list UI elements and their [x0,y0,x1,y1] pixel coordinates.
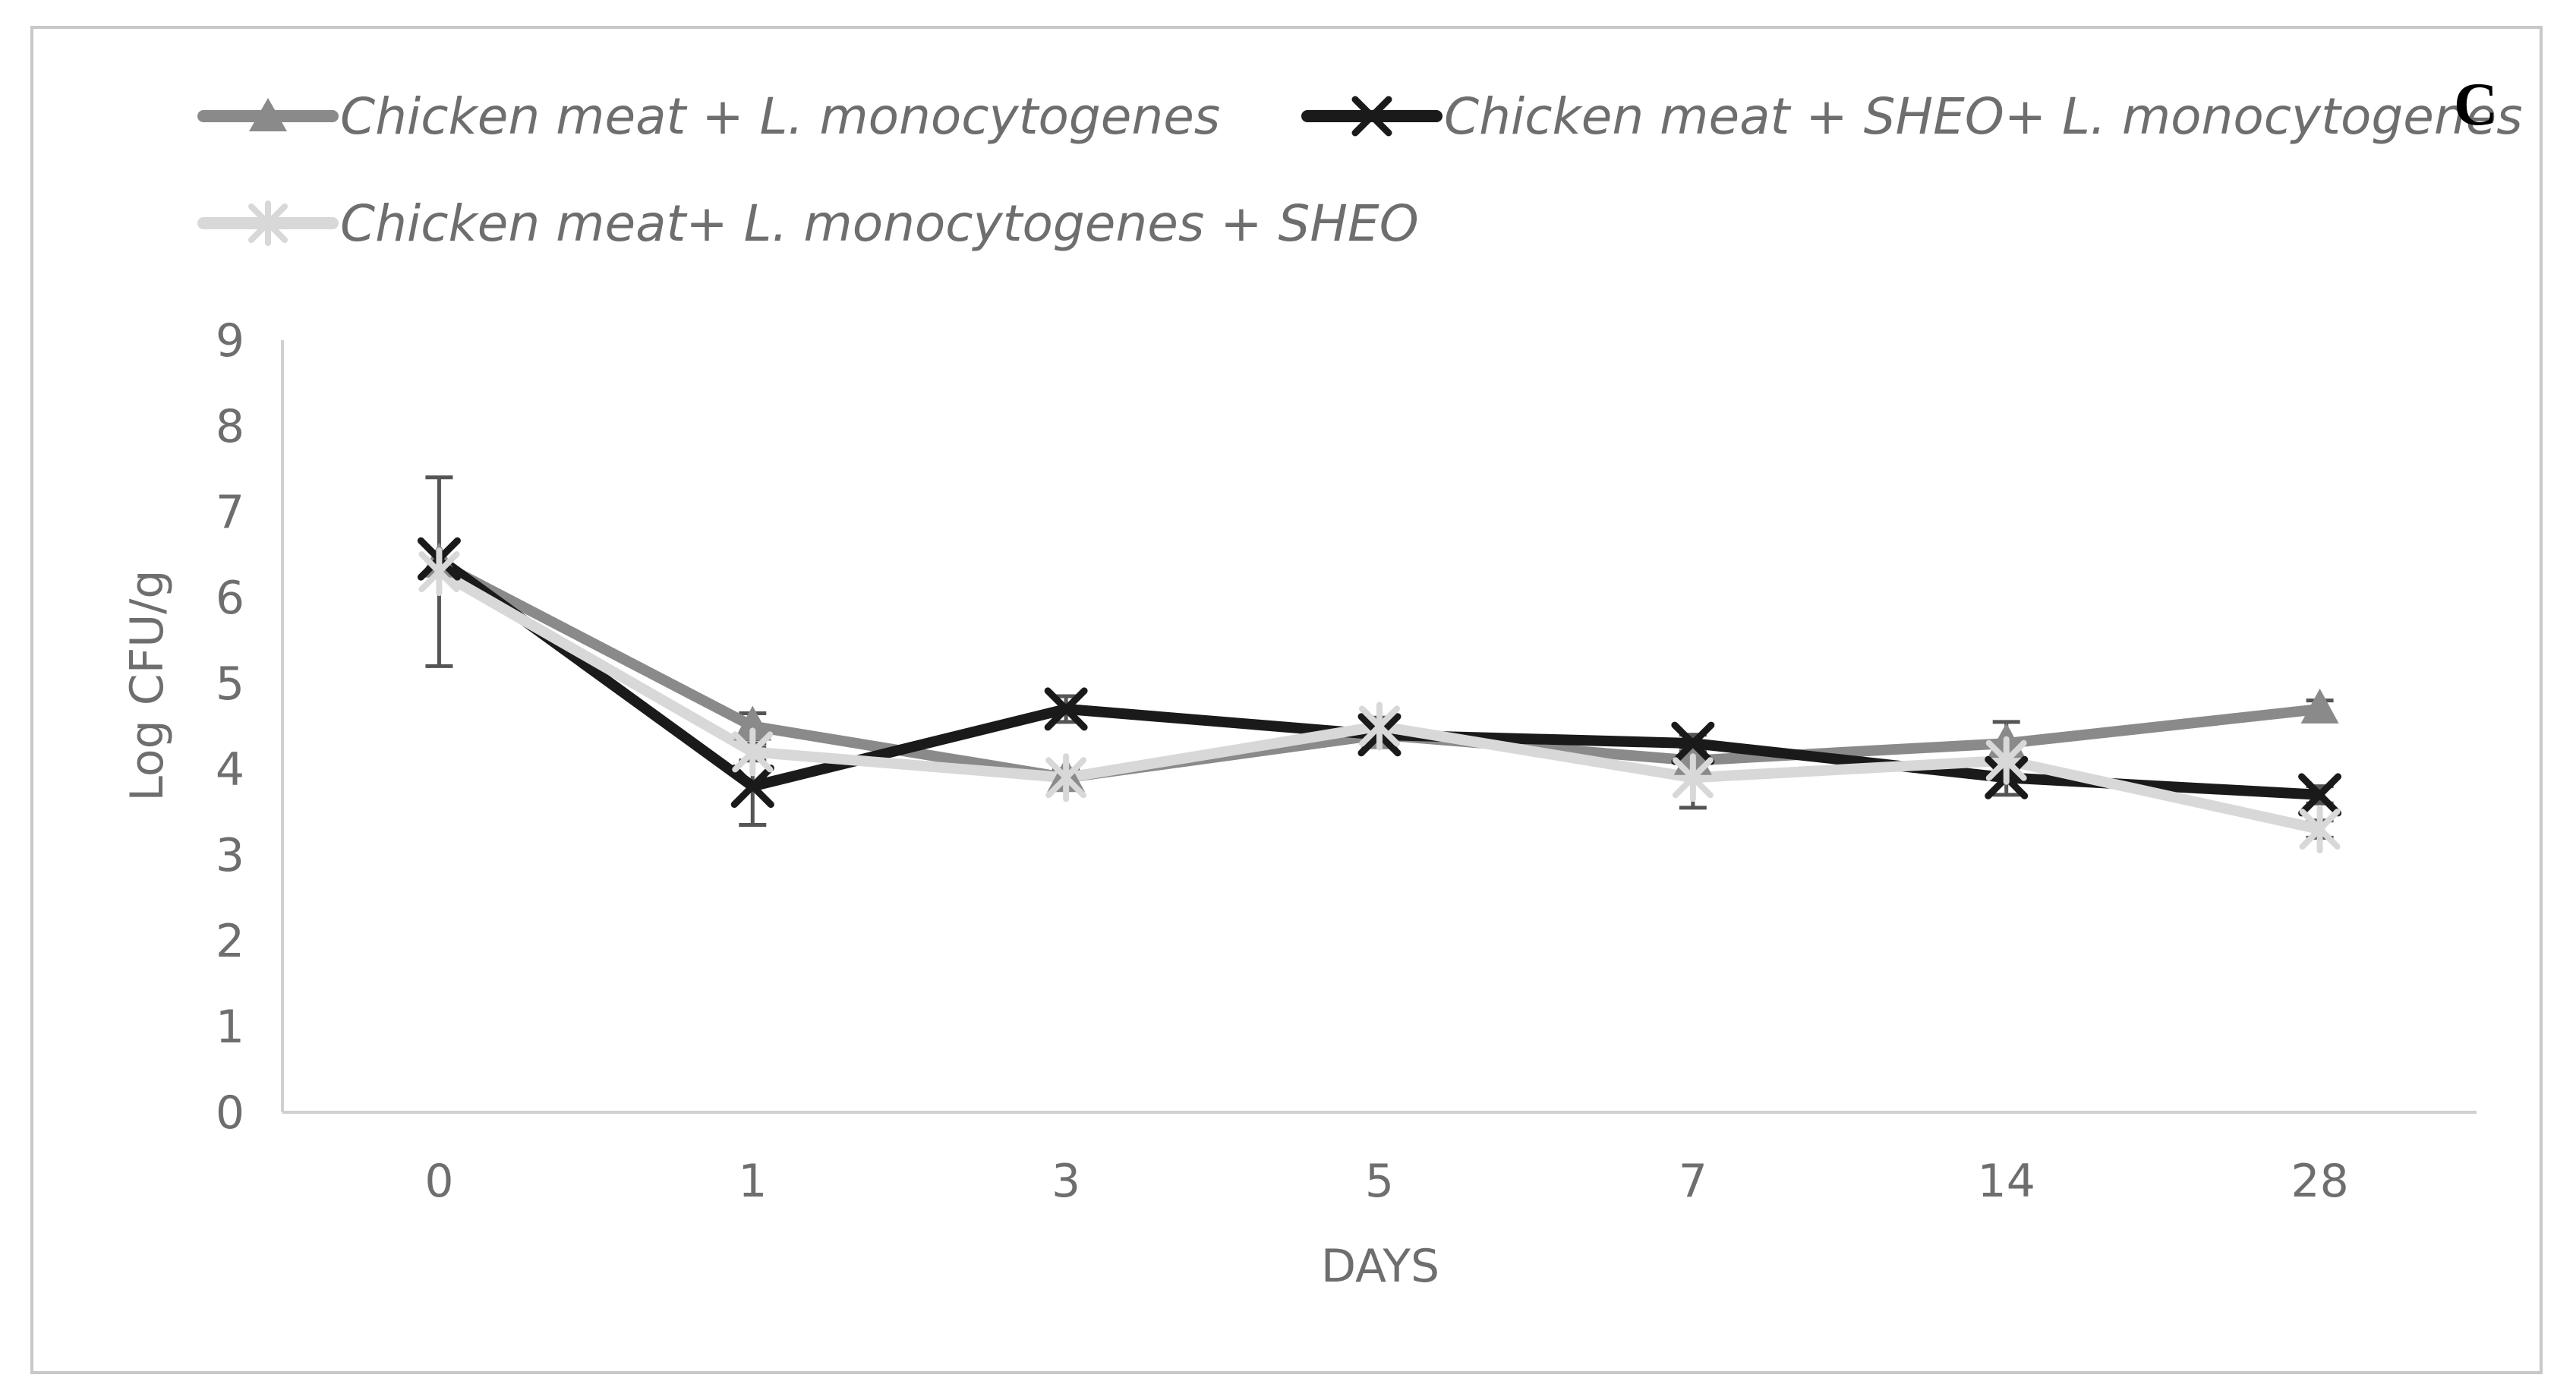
x-tick-label: 7 [1679,1155,1707,1208]
y-tick-label: 0 [216,1086,244,1140]
legend-marker-star [248,200,288,246]
legend-label-series-1: Chicken meat + L. monocytogenes [340,87,1220,146]
x-tick-label: 3 [1052,1155,1080,1208]
x-tick-label: 28 [2291,1155,2348,1208]
legend-label-series-2: Chicken meat + SHEO+ L. monocytogenes [1444,87,2523,146]
x-tick-label: 14 [1978,1155,2035,1208]
y-tick-label: 9 [216,314,244,367]
x-tick-label: 1 [738,1155,767,1208]
data-point-star [418,547,460,597]
legend: Chicken meat + L. monocytogenes Chicken … [197,87,2523,253]
panel-label: C [2454,71,2498,138]
data-point-x [2298,773,2342,817]
legend-item-series-2: Chicken meat + SHEO+ L. monocytogenes [1301,87,2523,146]
series-markers [417,537,2342,854]
x-tick-label: 0 [424,1155,453,1208]
y-tick-label: 4 [216,743,244,796]
y-tick-label: 2 [216,915,244,968]
y-tick-label: 7 [216,486,244,539]
data-point-star [1045,753,1087,802]
data-point-x [1044,687,1088,731]
y-tick-label: 8 [216,400,244,453]
x-axis-title: DAYS [1321,1240,1439,1293]
chart-frame [30,26,2543,1374]
x-tick-label: 5 [1365,1155,1394,1208]
y-axis-title: Log CFU/g [121,570,174,802]
x-tick-labels: 0 1 3 5 7 14 28 [424,1155,2348,1208]
data-point-star [732,727,774,777]
data-point-x [1671,721,1715,765]
y-tick-labels: 0 1 2 3 4 5 6 7 8 9 [216,314,244,1140]
data-point-triangle [733,705,772,741]
data-point-star [1985,736,2027,785]
legend-marker-x [1351,96,1392,137]
y-tick-label: 5 [216,657,244,711]
data-point-star [1672,753,1714,802]
data-point-star [1359,702,1400,751]
data-point-x [730,765,774,809]
data-point-star [2299,805,2341,854]
legend-item-series-3: Chicken meat+ L. monocytogenes + SHEO [197,194,1419,253]
y-tick-label: 6 [216,572,244,625]
data-point-triangle [2300,688,2339,724]
legend-item-series-1: Chicken meat + L. monocytogenes [197,87,1220,146]
y-tick-label: 3 [216,829,244,882]
legend-label-series-3: Chicken meat+ L. monocytogenes + SHEO [340,194,1419,253]
y-tick-label: 1 [216,1001,244,1054]
legend-marker-triangle [249,98,287,131]
